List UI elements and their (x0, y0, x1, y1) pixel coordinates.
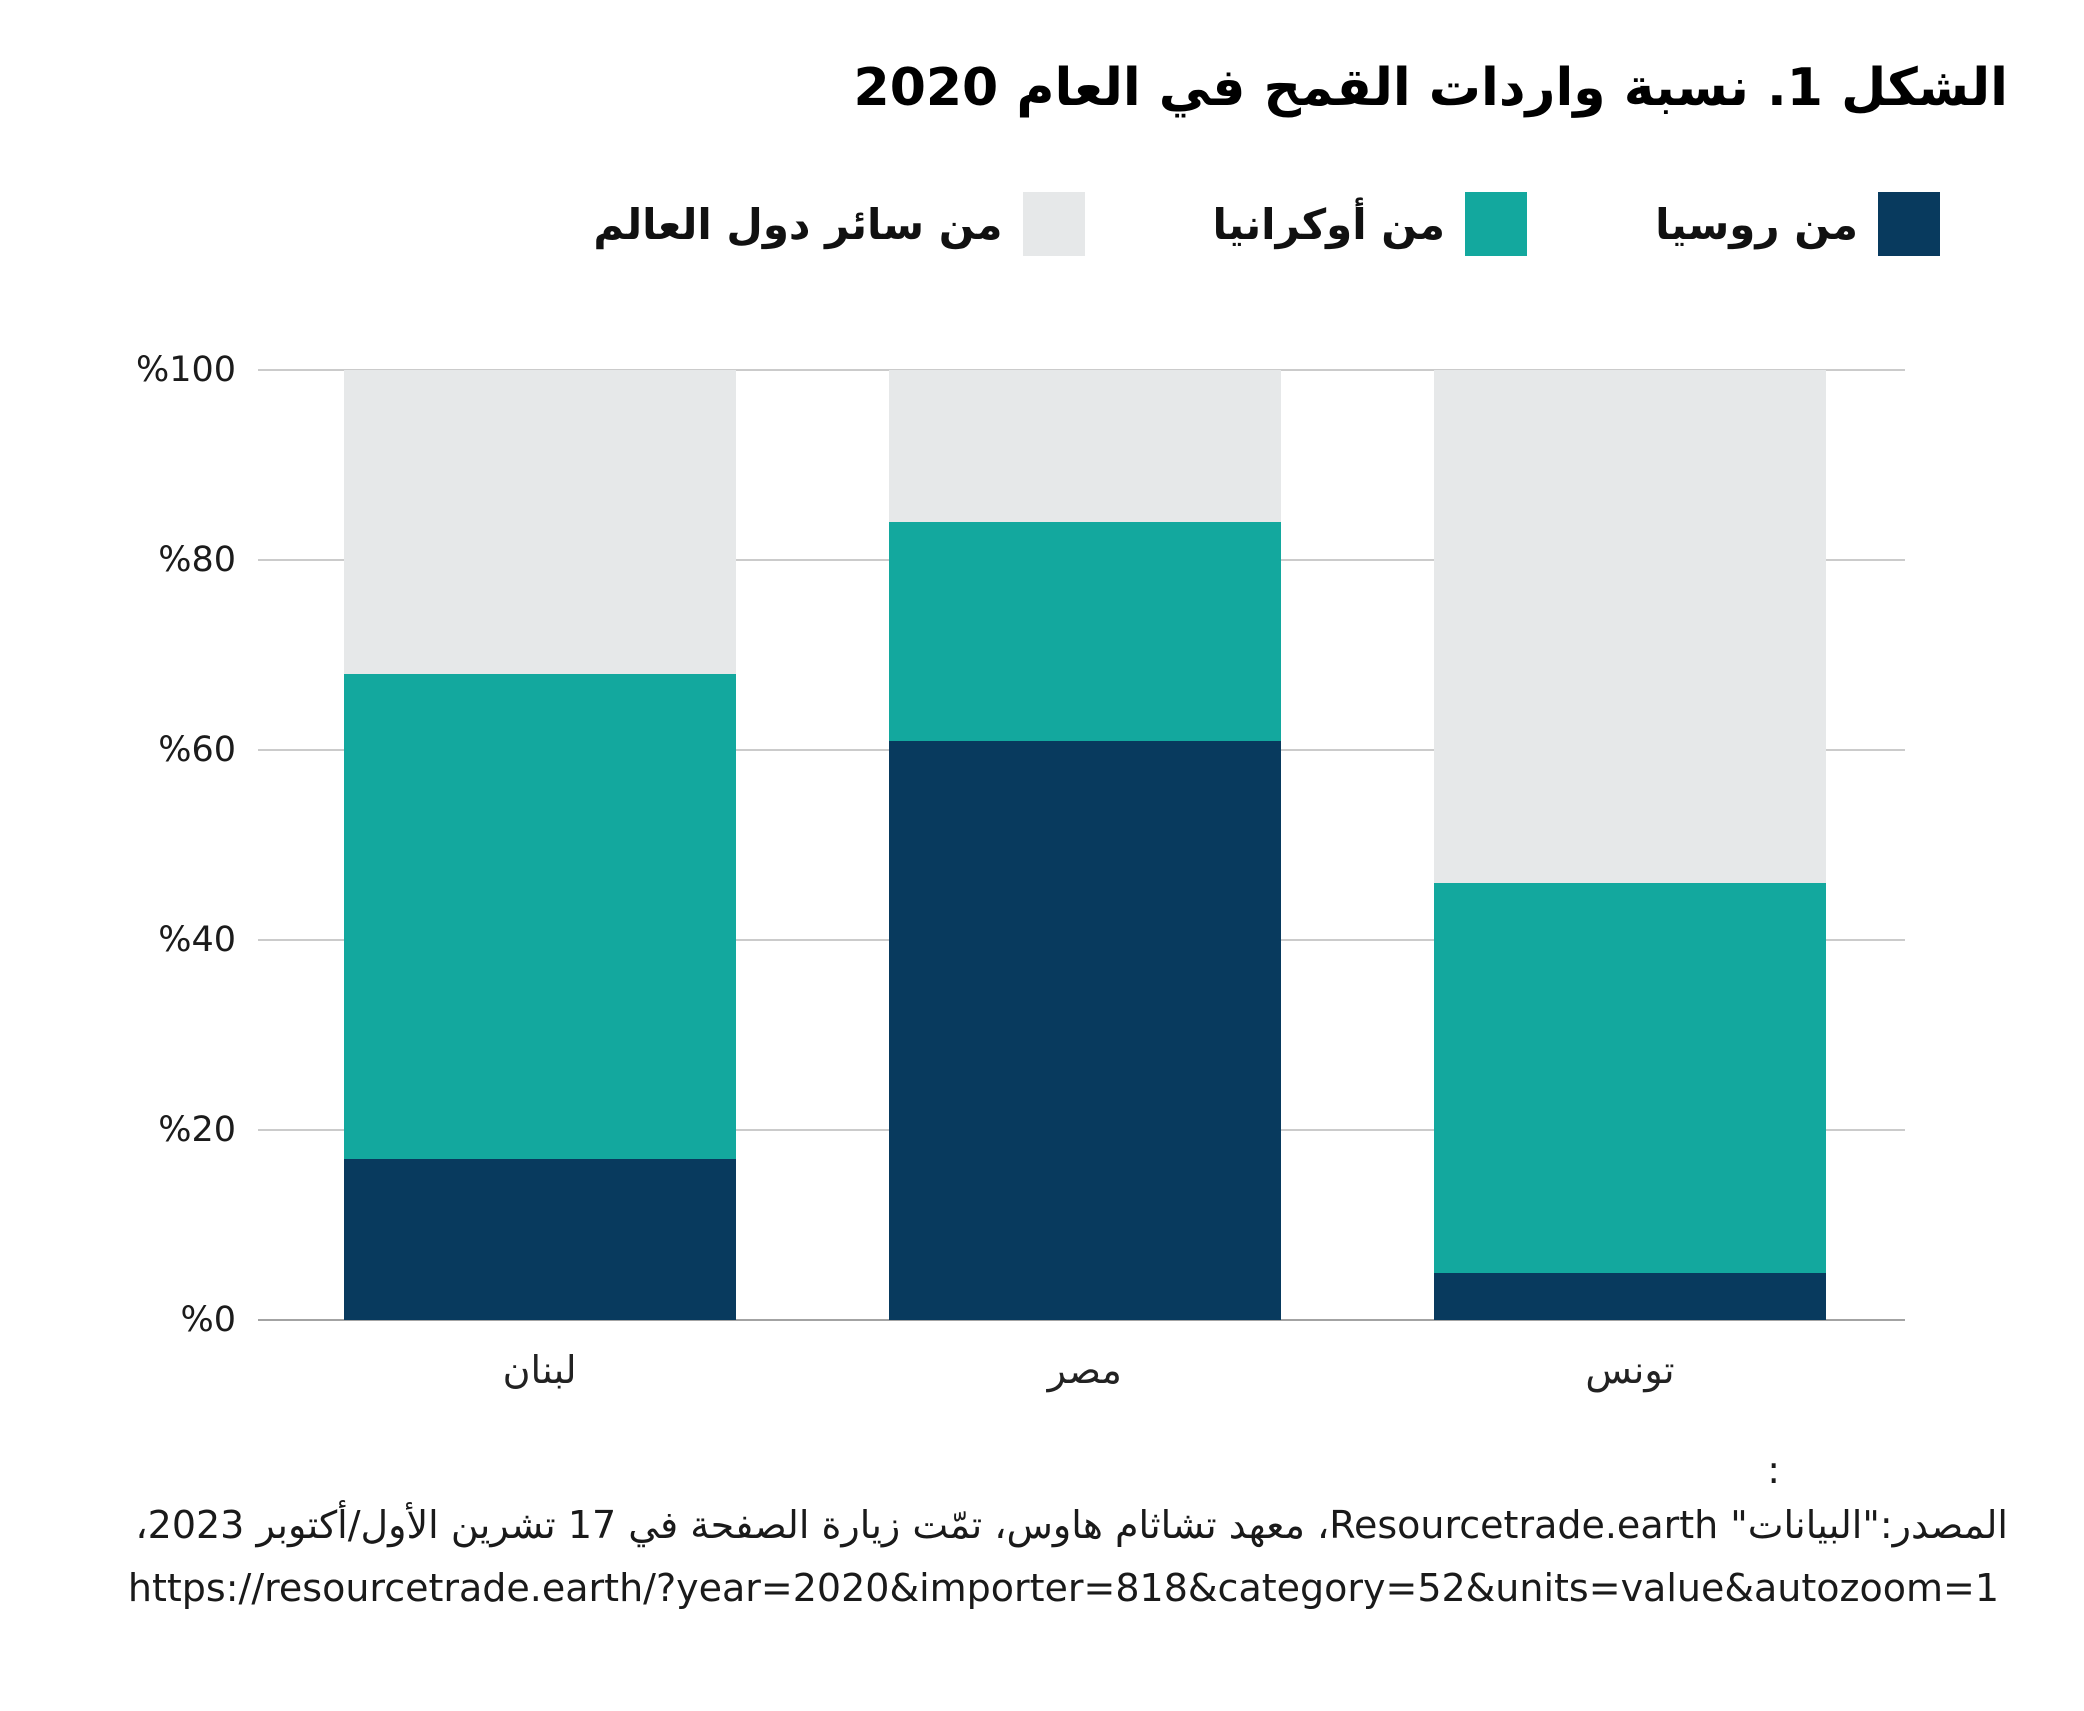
stacked-bar-2 (888, 370, 1281, 1320)
legend-swatch-ukraine (1465, 192, 1528, 256)
source-citation: المصدر:"البيانات" Resourcetrade.earth، م… (135, 1503, 2008, 1547)
legend-label-rest-of-world: من سائر دول العالم (593, 199, 1003, 249)
bar-segment-russia (1433, 1272, 1826, 1320)
stacked-bar-1 (343, 370, 736, 1320)
chart-legend: من روسيا من أوكرانيا من سائر دول العالم (593, 192, 1940, 256)
legend-label-russia: من روسيا (1655, 199, 1858, 249)
legend-swatch-russia (1878, 192, 1940, 256)
y-tick-label-80: %80 (158, 540, 236, 580)
y-tick-label-100: %100 (135, 350, 236, 390)
source-colon: : (1767, 1448, 1780, 1492)
y-axis-tick-labels: %0 %20 %40 %60 %80 %100 (0, 350, 242, 1340)
source-block: : المصدر:"البيانات" Resourcetrade.earth،… (0, 1448, 2084, 1620)
legend-label-ukraine: من أوكرانيا (1212, 199, 1446, 249)
y-tick-label-60: %60 (158, 730, 236, 770)
bar-segment-rest-of-world (1433, 370, 1826, 883)
bar-segment-ukraine (343, 674, 736, 1159)
bar-segment-russia (888, 740, 1281, 1320)
y-tick-label-20: %20 (158, 1110, 236, 1150)
stacked-bar-3 (1433, 370, 1826, 1320)
bar-segment-ukraine (1433, 883, 1826, 1273)
category-label-3: تونس (1585, 1348, 1675, 1392)
category-label-1: لبنان (502, 1348, 577, 1392)
legend-swatch-rest-of-world (1022, 192, 1085, 256)
x-axis-category-labels: لبنان مصر تونس (258, 1348, 1905, 1408)
legend-item-ukraine: من أوكرانيا (1213, 192, 1528, 256)
plot-area (258, 369, 1905, 1321)
legend-item-russia: من روسيا (1655, 192, 1940, 256)
bar-segment-ukraine (888, 522, 1281, 741)
source-url: https://resourcetrade.earth/?year=2020&i… (127, 1566, 1999, 1610)
figure-title: الشكل 1. نسبة واردات القمح في العام 2020 (853, 58, 2008, 118)
category-label-2: مصر (1047, 1348, 1122, 1392)
gridline-0 (258, 1319, 1905, 1321)
bar-segment-rest-of-world (888, 370, 1281, 522)
legend-item-rest-of-world: من سائر دول العالم (593, 192, 1085, 256)
bar-segment-russia (343, 1158, 736, 1320)
y-tick-label-40: %40 (158, 920, 236, 960)
bar-segment-rest-of-world (343, 370, 736, 674)
y-tick-label-0: %0 (180, 1300, 236, 1340)
